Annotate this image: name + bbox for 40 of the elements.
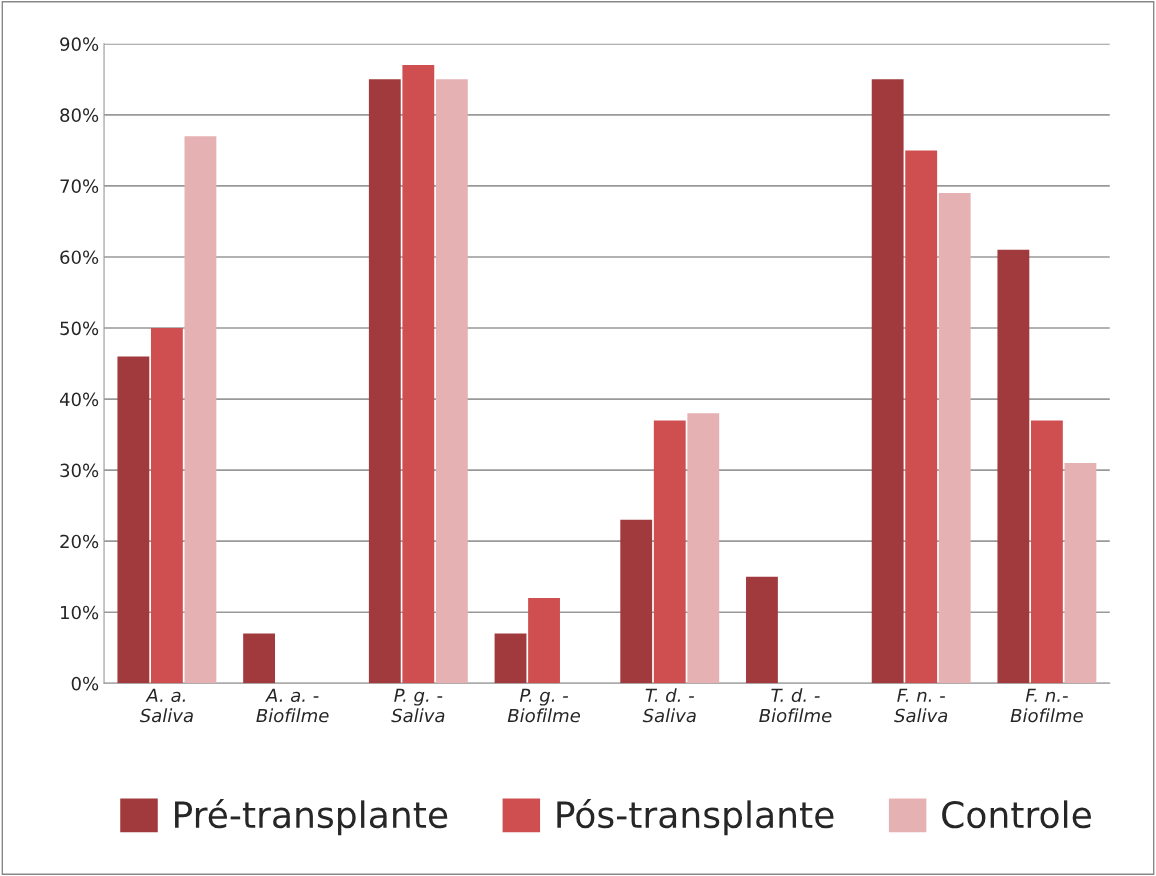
- legend-label: Controle: [942, 800, 1091, 829]
- bar: [402, 65, 435, 684]
- bar: [528, 598, 560, 684]
- x-tick-label: F. n. - Saliva: [894, 688, 948, 723]
- bar: [746, 576, 778, 684]
- x-tick-label: P. g. - Saliva: [391, 688, 445, 723]
- bar: [117, 356, 150, 684]
- y-tick-label: 40%: [59, 392, 99, 407]
- y-tick-label: 60%: [60, 250, 99, 265]
- x-tick-label: P. g. - Biofilme: [507, 688, 581, 723]
- bar: [653, 420, 686, 684]
- bar: [997, 249, 1030, 684]
- y-tick-label: 30%: [60, 463, 99, 478]
- y-tick-label: 10%: [61, 605, 99, 620]
- y-tick-label: 0%: [71, 676, 99, 691]
- y-tick-label: 20%: [60, 534, 99, 549]
- bar: [368, 79, 401, 684]
- y-tick-label: 90%: [60, 37, 99, 51]
- x-tick-label: A. a. Saliva: [139, 688, 193, 723]
- bar: [1030, 420, 1063, 684]
- legend-label: Pré-transplante: [175, 798, 448, 836]
- bar: [150, 328, 183, 684]
- bar: [435, 79, 468, 684]
- bar: [494, 633, 527, 684]
- x-tick-label: T. d. - Biofilme: [759, 688, 832, 723]
- bar: [938, 193, 971, 684]
- bar: [871, 79, 904, 684]
- bar: [1064, 463, 1097, 684]
- x-tick-label: A. a. - Biofilme: [256, 688, 329, 723]
- bar: [243, 633, 276, 684]
- bar: [620, 519, 653, 684]
- y-tick-label: 80%: [60, 108, 99, 122]
- bar: [184, 136, 217, 684]
- bar: [905, 150, 938, 684]
- x-tick-label: T. d. - Saliva: [642, 688, 696, 723]
- y-tick-label: 70%: [60, 179, 99, 194]
- x-tick-label: F. n.- Biofilme: [1010, 688, 1083, 723]
- bar: [687, 413, 720, 684]
- legend-label: Pós-transplante: [557, 798, 834, 836]
- y-tick-label: 50%: [60, 321, 99, 336]
